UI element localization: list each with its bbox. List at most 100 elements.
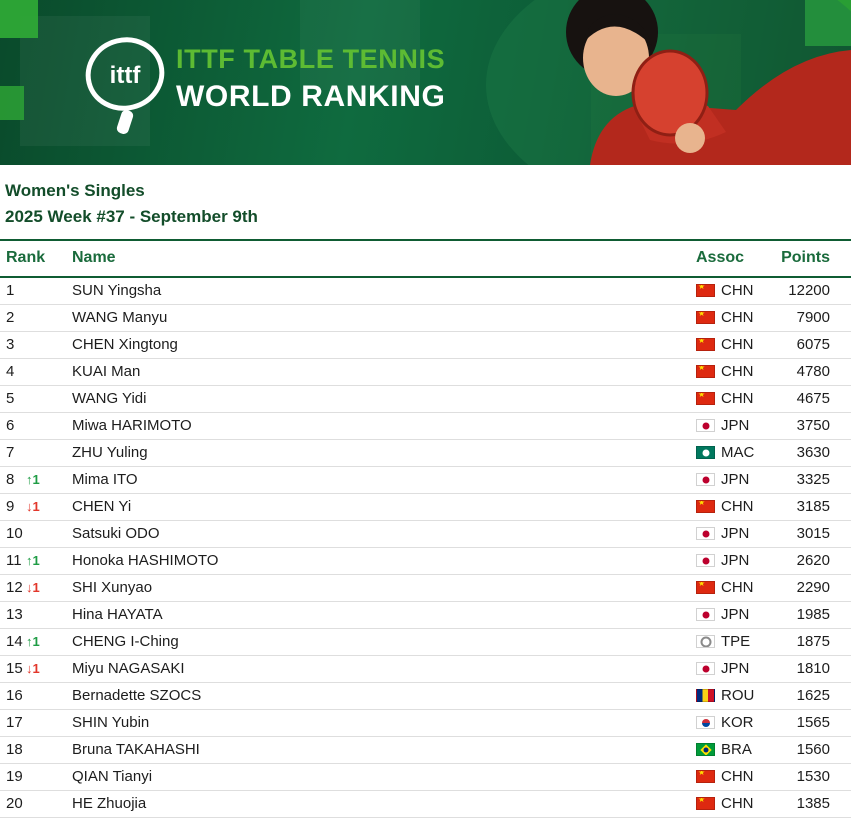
table-row: 7 ZHU Yuling MAC 3630: [0, 439, 851, 467]
points-value: 1985: [760, 601, 851, 629]
decorative-square: [300, 0, 420, 90]
table-row: 13 Hina HAYATA JPN 1985: [0, 601, 851, 629]
assoc-cell: JPN: [696, 412, 760, 440]
player-photo: [486, 0, 851, 165]
banner-title-line1: ITTF TABLE TENNIS: [176, 44, 446, 74]
rank-number: 15: [6, 660, 23, 677]
rank-movement-indicator: ↑1: [26, 634, 40, 649]
rank-movement-indicator: ↑1: [26, 472, 40, 487]
table-row: 2 WANG Manyu CHN 7900: [0, 304, 851, 332]
player-name: Miyu NAGASAKI: [72, 655, 696, 683]
logo-text: ittf: [110, 62, 142, 89]
points-value: 3325: [760, 466, 851, 494]
ranking-table: Rank Name Assoc Points 1 SUN Yingsha CHN…: [0, 239, 851, 818]
rank-number: 16: [6, 687, 23, 704]
column-header-rank: Rank: [0, 239, 72, 278]
table-row: 14 ↑1 CHENG I-Ching TPE 1875: [0, 628, 851, 656]
points-value: 3185: [760, 493, 851, 521]
rank-number: 12: [6, 579, 23, 596]
player-name: CHENG I-Ching: [72, 628, 696, 656]
table-row: 9 ↓1 CHEN Yi CHN 3185: [0, 493, 851, 521]
rank-cell: 10: [0, 520, 72, 548]
week-line: 2025 Week #37 - September 9th: [5, 207, 258, 226]
assoc-code: MAC: [721, 444, 755, 461]
assoc-code: CHN: [721, 768, 754, 785]
assoc-cell: CHN: [696, 358, 760, 386]
rank-cell: 20: [0, 790, 72, 818]
decorative-square: [805, 0, 851, 46]
assoc-code: TPE: [721, 633, 751, 650]
player-name: WANG Yidi: [72, 385, 696, 413]
flag-jpn-icon: [696, 527, 715, 540]
points-value: 6075: [760, 331, 851, 359]
assoc-code: CHN: [721, 363, 754, 380]
assoc-code: CHN: [721, 309, 754, 326]
assoc-cell: JPN: [696, 655, 760, 683]
player-name: SHI Xunyao: [72, 574, 696, 602]
table-row: 5 WANG Yidi CHN 4675: [0, 385, 851, 413]
assoc-code: CHN: [721, 579, 754, 596]
points-value: 1560: [760, 736, 851, 764]
rank-number: 11: [6, 552, 22, 569]
points-value: 1385: [760, 790, 851, 818]
rank-cell: 17: [0, 709, 72, 737]
rank-number: 14: [6, 633, 23, 650]
assoc-code: CHN: [721, 390, 754, 407]
points-value: 4675: [760, 385, 851, 413]
flag-kor-icon: [696, 716, 715, 729]
flag-jpn-icon: [696, 473, 715, 486]
points-value: 4780: [760, 358, 851, 386]
rank-cell: 7: [0, 439, 72, 467]
assoc-cell: CHN: [696, 385, 760, 413]
player-name: QIAN Tianyi: [72, 763, 696, 791]
flag-chn-icon: [696, 284, 715, 298]
flag-chn-icon: [696, 770, 715, 783]
assoc-code: JPN: [721, 552, 750, 569]
header-banner: ittf ITTF TABLE TENNIS WORLD RANKING: [0, 0, 851, 165]
rank-number: 3: [6, 336, 15, 353]
assoc-code: BRA: [721, 741, 752, 758]
decorative-square: [0, 0, 38, 38]
player-name: Bruna TAKAHASHI: [72, 736, 696, 764]
assoc-code: JPN: [721, 525, 750, 542]
rank-movement-indicator: ↑1: [26, 553, 40, 568]
event-title: Women's Singles: [5, 181, 145, 200]
player-name: SHIN Yubin: [72, 709, 696, 737]
assoc-cell: CHN: [696, 331, 760, 359]
table-row: 16 Bernadette SZOCS ROU 1625: [0, 682, 851, 710]
assoc-cell: CHN: [696, 790, 760, 818]
rank-number: 6: [6, 417, 15, 434]
flag-jpn-icon: [696, 608, 715, 621]
banner-title-line2: WORLD RANKING: [176, 80, 446, 113]
assoc-cell: TPE: [696, 628, 760, 656]
rank-number: 7: [6, 444, 15, 461]
rank-cell: 16: [0, 682, 72, 710]
player-name: Hina HAYATA: [72, 601, 696, 629]
assoc-cell: JPN: [696, 601, 760, 629]
assoc-cell: MAC: [696, 439, 760, 467]
rank-cell: 9 ↓1: [0, 493, 72, 521]
rank-number: 17: [6, 714, 23, 731]
rank-cell: 11 ↑1: [0, 547, 72, 575]
table-row: 12↓1 SHI Xunyao CHN 2290: [0, 574, 851, 602]
rank-cell: 18: [0, 736, 72, 764]
assoc-code: ROU: [721, 687, 755, 704]
decorative-square: [0, 86, 24, 120]
flag-bra-icon: [696, 743, 715, 756]
points-value: 7900: [760, 304, 851, 332]
table-row: 3 CHEN Xingtong CHN 6075: [0, 331, 851, 359]
table-row: 18 Bruna TAKAHASHI BRA 1560: [0, 736, 851, 764]
points-value: 12200: [760, 277, 851, 305]
rank-number: 20: [6, 795, 23, 812]
rank-cell: 4: [0, 358, 72, 386]
player-name: Miwa HARIMOTO: [72, 412, 696, 440]
rank-number: 8: [6, 471, 15, 488]
table-row: 10 Satsuki ODO JPN 3015: [0, 520, 851, 548]
points-value: 1565: [760, 709, 851, 737]
column-header-assoc: Assoc: [696, 239, 760, 278]
flag-chn-icon: [696, 392, 715, 405]
column-header-points: Points: [760, 239, 851, 278]
flag-rou-icon: [696, 689, 715, 702]
assoc-code: KOR: [721, 714, 754, 731]
rank-movement-indicator: ↓1: [26, 499, 40, 514]
